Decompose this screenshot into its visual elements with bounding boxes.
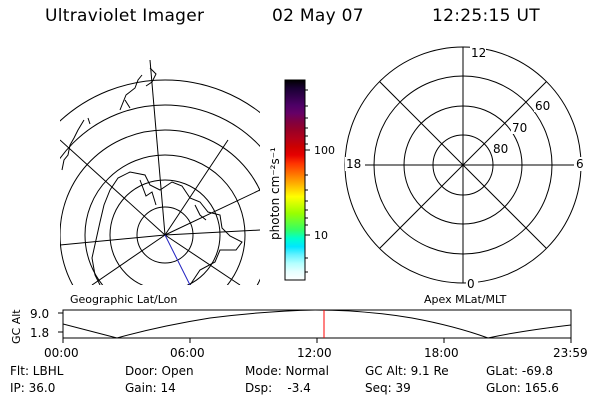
mlt-label-12: 12 bbox=[471, 46, 486, 60]
alt-xtick: 18:00 bbox=[424, 346, 459, 360]
geo-map-label: Geographic Lat/Lon bbox=[70, 293, 177, 306]
geo-meridian bbox=[164, 229, 260, 236]
geo-meridian bbox=[60, 139, 166, 236]
satellite-track bbox=[164, 234, 191, 285]
geo-lat-circle bbox=[60, 79, 260, 122]
gc-alt-info: GC Alt: 9.1 Re bbox=[365, 364, 449, 378]
colorbar-tick-label: 10 bbox=[314, 229, 328, 242]
colorbar bbox=[284, 79, 306, 281]
alt-ytick-1-8: 1.8 bbox=[30, 326, 49, 340]
coastline-islands bbox=[145, 67, 157, 87]
date-label: 02 May 07 bbox=[272, 6, 364, 26]
seq-info: Seq: 39 bbox=[365, 381, 411, 395]
mlt-label-6: 6 bbox=[576, 157, 584, 171]
altitude-plot bbox=[58, 309, 572, 343]
geo-lat-circle bbox=[60, 104, 260, 160]
mlt-label-0: 0 bbox=[467, 277, 475, 291]
mag-map-label: Apex MLat/MLT bbox=[424, 293, 507, 306]
mlat-label-70: 70 bbox=[512, 121, 527, 135]
coastline-detail bbox=[139, 179, 207, 221]
geo-meridian bbox=[164, 189, 260, 236]
altitude-curve bbox=[63, 310, 571, 338]
geo-lat-circle bbox=[60, 129, 260, 285]
geo-lat-circle bbox=[109, 179, 221, 285]
magnetic-polar-plot bbox=[344, 46, 582, 284]
alt-ylabel: GC Alt bbox=[10, 309, 23, 344]
mlat-label-80: 80 bbox=[493, 142, 508, 156]
alt-xtick: 12:00 bbox=[297, 346, 332, 360]
colorbar-unit-label: photon cm⁻²s⁻¹ bbox=[268, 147, 282, 240]
time-label: 12:25:15 UT bbox=[432, 6, 540, 26]
geographic-map bbox=[60, 60, 260, 285]
gain-info: Gain: 14 bbox=[125, 381, 176, 395]
alt-xtick: 23:59 bbox=[553, 346, 588, 360]
mlt-line bbox=[379, 81, 547, 249]
geo-meridian bbox=[91, 234, 166, 285]
geo-lat-circle bbox=[84, 154, 246, 285]
geo-meridian bbox=[149, 60, 166, 236]
filter-info: Flt: LBHL bbox=[10, 364, 64, 378]
geo-meridian bbox=[164, 234, 241, 285]
instrument-title: Ultraviolet Imager bbox=[45, 6, 205, 26]
mlt-label-18: 18 bbox=[346, 157, 361, 171]
alt-ytick-9: 9.0 bbox=[30, 307, 49, 321]
mlat-label-60: 60 bbox=[535, 99, 550, 113]
ip-info: IP: 36.0 bbox=[10, 381, 56, 395]
colorbar-tick-label: 100 bbox=[314, 144, 335, 157]
glat-info: GLat: -69.8 bbox=[486, 364, 553, 378]
geo-meridian bbox=[60, 234, 166, 246]
glon-info: GLon: 165.6 bbox=[486, 381, 559, 395]
alt-xtick: 00:00 bbox=[44, 346, 79, 360]
coastline-islands bbox=[61, 74, 143, 171]
alt-xtick: 06:00 bbox=[170, 346, 205, 360]
geo-lat-circle bbox=[136, 206, 194, 264]
colorbar-minor-ticks bbox=[305, 89, 308, 273]
coastline-antarctica bbox=[91, 171, 243, 285]
geo-meridian bbox=[164, 139, 229, 236]
door-info: Door: Open bbox=[125, 364, 194, 378]
mode-info: Mode: Normal bbox=[245, 364, 329, 378]
dsp-info: Dsp: -3.4 bbox=[245, 381, 311, 395]
